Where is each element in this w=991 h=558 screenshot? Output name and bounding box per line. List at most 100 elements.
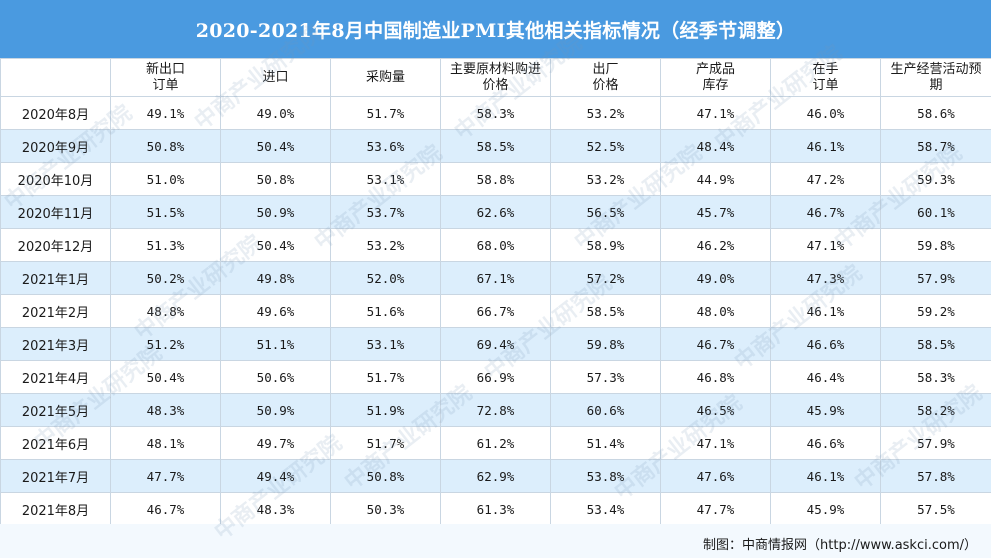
month-cell: 2021年2月 xyxy=(0,294,111,328)
value-cell: 46.1% xyxy=(770,129,881,163)
value-cell: 46.0% xyxy=(770,96,881,130)
value-cell: 58.9% xyxy=(550,228,661,262)
value-cell: 51.9% xyxy=(330,393,441,427)
table-body: 2020年8月 49.1% 49.0% 51.7% 58.3% 53.2% 47.1% 46.… xyxy=(0,96,991,526)
value-cell: 48.1% xyxy=(110,426,221,460)
footer-band xyxy=(0,524,991,558)
value-cell: 51.4% xyxy=(550,426,661,460)
column-header-line1: 进口 xyxy=(262,69,289,85)
month-cell: 2020年9月 xyxy=(0,129,111,163)
value-cell: 62.9% xyxy=(440,459,551,493)
value-cell: 58.5% xyxy=(440,129,551,163)
value-cell: 49.6% xyxy=(220,294,331,328)
value-cell: 66.7% xyxy=(440,294,551,328)
value-cell: 57.2% xyxy=(550,261,661,295)
column-header-line1: 在手 xyxy=(812,61,839,77)
value-cell: 51.7% xyxy=(330,96,441,130)
table-row: 2020年9月 50.8% 50.4% 53.6% 58.5% 52.5% 48.4% 46.… xyxy=(0,129,991,163)
column-header-line1: 采购量 xyxy=(365,69,405,85)
value-cell: 59.8% xyxy=(880,228,991,262)
value-cell: 47.7% xyxy=(110,459,221,493)
column-header: 产成品 库存 xyxy=(660,58,771,97)
value-cell: 62.6% xyxy=(440,195,551,229)
table-row: 2020年8月 49.1% 49.0% 51.7% 58.3% 53.2% 47.1% 46.… xyxy=(0,96,991,130)
value-cell: 46.7% xyxy=(770,195,881,229)
month-cell: 2020年12月 xyxy=(0,228,111,262)
column-header-line1: 主要原材料购进 xyxy=(449,61,541,77)
column-header: 采购量 xyxy=(330,58,441,97)
value-cell: 45.9% xyxy=(770,393,881,427)
value-cell: 46.6% xyxy=(770,327,881,361)
table-row: 2021年7月 47.7% 49.4% 50.8% 62.9% 53.8% 47.6% 46.… xyxy=(0,459,991,493)
value-cell: 59.2% xyxy=(880,294,991,328)
value-cell: 53.2% xyxy=(330,228,441,262)
month-cell: 2021年5月 xyxy=(0,393,111,427)
column-header-line2: 库存 xyxy=(702,77,729,93)
pmi-data-table: 新出口 订单 进口 采购量 主要原材料购进 价格 出厂 价格 产成品 库存 在手 订单 生产经营活动预期… xyxy=(0,58,991,526)
value-cell: 58.3% xyxy=(440,96,551,130)
value-cell: 47.3% xyxy=(770,261,881,295)
value-cell: 47.7% xyxy=(660,492,771,526)
value-cell: 51.1% xyxy=(220,327,331,361)
column-header: 主要原材料购进 价格 xyxy=(440,58,551,97)
value-cell: 49.4% xyxy=(220,459,331,493)
value-cell: 53.4% xyxy=(550,492,661,526)
column-header-line2: 订单 xyxy=(152,77,179,93)
column-header: 在手 订单 xyxy=(770,58,881,97)
value-cell: 48.3% xyxy=(220,492,331,526)
value-cell: 61.2% xyxy=(440,426,551,460)
column-header-line2: 价格 xyxy=(482,77,509,93)
value-cell: 53.1% xyxy=(330,327,441,361)
value-cell: 51.7% xyxy=(330,426,441,460)
value-cell: 49.1% xyxy=(110,96,221,130)
value-cell: 48.3% xyxy=(110,393,221,427)
value-cell: 61.3% xyxy=(440,492,551,526)
table-row: 2021年6月 48.1% 49.7% 51.7% 61.2% 51.4% 47.1% 46.… xyxy=(0,426,991,460)
value-cell: 53.2% xyxy=(550,162,661,196)
column-header-line2: 期 xyxy=(929,77,943,93)
table-row: 2020年12月 51.3% 50.4% 53.2% 68.0% 58.9% 46.2% 47… xyxy=(0,228,991,262)
value-cell: 46.8% xyxy=(660,360,771,394)
month-cell: 2021年4月 xyxy=(0,360,111,394)
value-cell: 51.0% xyxy=(110,162,221,196)
value-cell: 53.1% xyxy=(330,162,441,196)
table-row: 2021年8月 46.7% 48.3% 50.3% 61.3% 53.4% 47.7% 45.… xyxy=(0,492,991,526)
value-cell: 47.6% xyxy=(660,459,771,493)
value-cell: 51.7% xyxy=(330,360,441,394)
value-cell: 47.1% xyxy=(660,426,771,460)
value-cell: 48.8% xyxy=(110,294,221,328)
value-cell: 66.9% xyxy=(440,360,551,394)
value-cell: 53.8% xyxy=(550,459,661,493)
value-cell: 46.5% xyxy=(660,393,771,427)
value-cell: 57.9% xyxy=(880,426,991,460)
value-cell: 50.4% xyxy=(110,360,221,394)
column-header: 新出口 订单 xyxy=(110,58,221,97)
table-row: 2021年5月 48.3% 50.9% 51.9% 72.8% 60.6% 46.5% 45.… xyxy=(0,393,991,427)
column-header-line1: 新出口 xyxy=(145,61,185,77)
value-cell: 51.6% xyxy=(330,294,441,328)
value-cell: 46.1% xyxy=(770,459,881,493)
value-cell: 50.8% xyxy=(330,459,441,493)
value-cell: 47.1% xyxy=(660,96,771,130)
value-cell: 50.3% xyxy=(330,492,441,526)
month-cell: 2021年6月 xyxy=(0,426,111,460)
source-credit: 制图：中商情报网（http://www.askci.com/） xyxy=(703,538,977,553)
value-cell: 57.8% xyxy=(880,459,991,493)
value-cell: 72.8% xyxy=(440,393,551,427)
value-cell: 45.7% xyxy=(660,195,771,229)
value-cell: 49.0% xyxy=(660,261,771,295)
value-cell: 51.2% xyxy=(110,327,221,361)
value-cell: 49.0% xyxy=(220,96,331,130)
value-cell: 59.8% xyxy=(550,327,661,361)
value-cell: 58.2% xyxy=(880,393,991,427)
header-corner xyxy=(0,58,111,97)
value-cell: 44.9% xyxy=(660,162,771,196)
value-cell: 46.6% xyxy=(770,426,881,460)
value-cell: 46.1% xyxy=(770,294,881,328)
value-cell: 50.9% xyxy=(220,195,331,229)
value-cell: 53.2% xyxy=(550,96,661,130)
value-cell: 58.8% xyxy=(440,162,551,196)
column-header-line1: 产成品 xyxy=(695,61,735,77)
value-cell: 58.5% xyxy=(880,327,991,361)
header-row: 新出口 订单 进口 采购量 主要原材料购进 价格 出厂 价格 产成品 库存 在手 订单 生产经营活动预期 xyxy=(0,58,991,97)
